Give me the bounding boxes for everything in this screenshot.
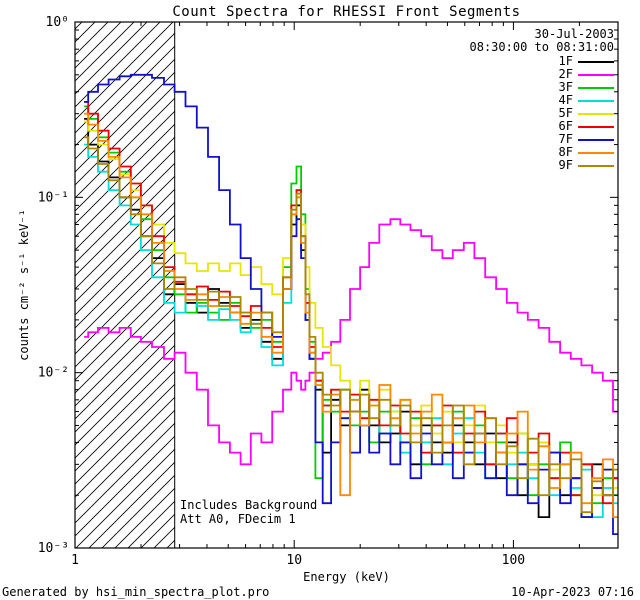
generation-timestamp: 10-Apr-2023 07:16: [511, 585, 634, 599]
y-axis-label: counts cm⁻² s⁻¹ keV⁻¹: [17, 209, 31, 361]
annotation-attenuator-state: Att A0, FDecim 1: [180, 512, 296, 526]
plot-title: Count Spectra for RHESSI Front Segments: [172, 4, 521, 20]
legend-label: 5F: [558, 106, 573, 120]
legend-color-line: [578, 151, 614, 154]
legend-label: 1F: [558, 54, 573, 68]
spectrum-series-1F: [84, 118, 618, 518]
x-axis-label: Energy (keV): [303, 570, 390, 584]
legend-label: 7F: [558, 132, 573, 146]
spectrum-series-9F: [84, 136, 618, 514]
x-tick-label: 10: [286, 553, 302, 568]
legend-label: 8F: [558, 145, 573, 159]
legend-item-1F: 1F: [559, 55, 614, 68]
legend-item-8F: 8F: [559, 146, 614, 159]
legend-label: 4F: [558, 93, 573, 107]
hatched-low-energy-region: [75, 22, 176, 548]
legend-item-3F: 3F: [559, 81, 614, 94]
legend-label: 3F: [558, 80, 573, 94]
spectrum-series-2F: [84, 218, 618, 466]
spectra-series-group: [84, 73, 618, 535]
x-tick-label: 100: [502, 553, 525, 568]
observation-time-range: 08:30:00 to 08:31:00: [469, 40, 615, 54]
legend-color-line: [578, 164, 614, 167]
legend-item-4F: 4F: [559, 94, 614, 107]
generated-by-text: Generated by hsi_min_spectra_plot.pro: [2, 585, 270, 599]
legend-color-line: [578, 60, 614, 63]
legend-item-7F: 7F: [559, 133, 614, 146]
x-tick-label: 1: [71, 553, 79, 568]
legend-color-line: [578, 125, 614, 128]
tick-labels: 1 10 100 10⁰ 10⁻¹ 10⁻² 10⁻³: [38, 15, 525, 568]
detector-legend: 1F 2F 3F 4F 5F 6F 7F 8F 9F: [559, 55, 614, 172]
observation-date: 30-Jul-2003: [534, 27, 614, 41]
plot-frame: [74, 21, 619, 549]
legend-item-5F: 5F: [559, 107, 614, 120]
y-tick-label: 10⁻²: [38, 366, 69, 381]
legend-color-line: [578, 99, 614, 102]
legend-color-line: [578, 138, 614, 141]
spectrum-series-8F: [84, 112, 618, 518]
y-tick-label: 10⁰: [46, 15, 69, 30]
y-tick-label: 10⁻³: [38, 541, 69, 556]
axis-ticks: [74, 21, 619, 549]
legend-item-9F: 9F: [559, 159, 614, 172]
legend-label: 9F: [558, 158, 573, 172]
y-tick-label: 10⁻¹: [38, 190, 69, 205]
legend-item-2F: 2F: [559, 68, 614, 81]
legend-color-line: [578, 86, 614, 89]
legend-label: 2F: [558, 67, 573, 81]
legend-item-6F: 6F: [559, 120, 614, 133]
legend-color-line: [578, 112, 614, 115]
legend-color-line: [578, 73, 614, 76]
legend-label: 6F: [558, 119, 573, 133]
annotation-includes-background: Includes Background: [180, 498, 318, 512]
spectrum-series-5F: [84, 120, 618, 497]
